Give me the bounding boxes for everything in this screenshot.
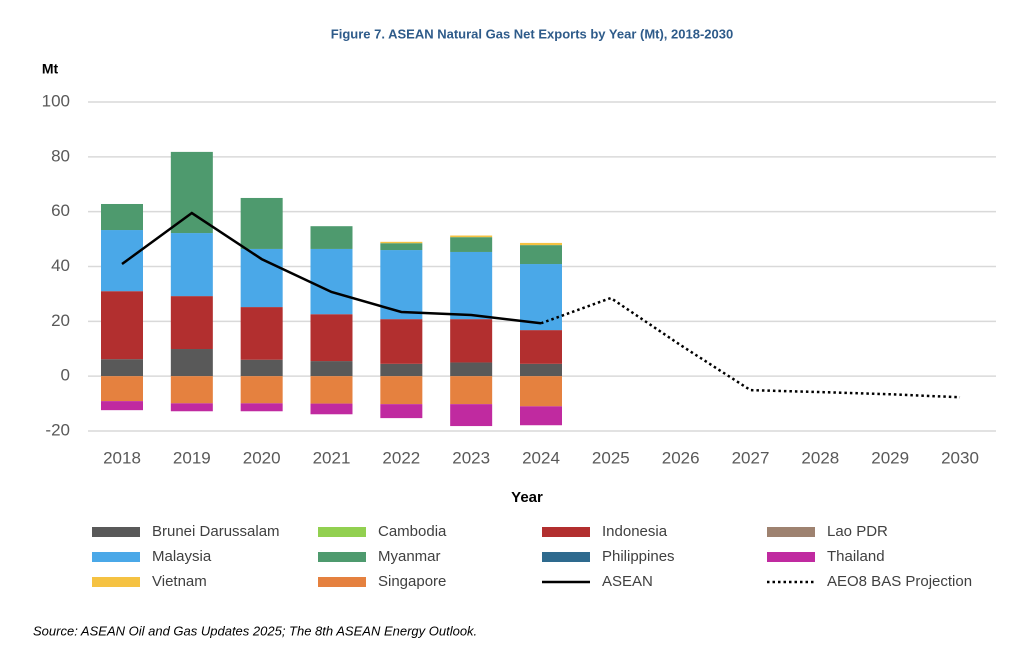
line-series: [540, 296, 961, 399]
y-tick-label: 0: [61, 366, 70, 385]
y-tick-label: 60: [51, 201, 70, 220]
bar-segment: [520, 406, 562, 426]
bar-segment: [310, 248, 353, 315]
x-tick-label: 2030: [941, 448, 979, 467]
bar-segment: [450, 319, 493, 363]
legend-label: Singapore: [378, 573, 446, 590]
x-tick-label: 2028: [801, 448, 839, 467]
legend-label: Brunei Darussalam: [152, 523, 280, 540]
bar-segment: [101, 203, 143, 231]
bar-segment: [101, 376, 143, 402]
legend-swatch: [542, 527, 590, 537]
x-tick-label: 2023: [452, 448, 490, 467]
x-axis-label: Year: [511, 489, 543, 506]
legend-swatch: [318, 577, 366, 587]
bar-segment: [170, 403, 213, 412]
bar-segment: [101, 291, 143, 360]
bar-segment: [310, 314, 353, 362]
legend-label: Myanmar: [378, 548, 441, 565]
bar-segment: [170, 349, 213, 377]
bar-segment: [520, 245, 562, 265]
legend-swatch: [767, 552, 815, 562]
x-tick-label: 2021: [313, 448, 351, 467]
bar-segment: [310, 403, 353, 415]
x-tick-label: 2027: [732, 448, 770, 467]
bar-segment: [170, 151, 213, 234]
bar-segment: [380, 363, 423, 377]
y-tick-label: 20: [51, 311, 70, 330]
legend-swatch: [318, 527, 366, 537]
source-note: Source: ASEAN Oil and Gas Updates 2025; …: [33, 623, 477, 638]
x-tick-label: 2029: [871, 448, 909, 467]
legend-label: Malaysia: [152, 548, 212, 565]
bar-segment: [101, 359, 143, 377]
bar-segment: [240, 197, 283, 249]
legend-label: Vietnam: [152, 573, 207, 590]
line-series: [121, 211, 542, 325]
bar-segment: [240, 359, 283, 377]
bar-segment: [450, 362, 493, 377]
legend-swatch: [92, 552, 140, 562]
bar-segment: [240, 403, 283, 412]
bar-segment: [380, 241, 423, 244]
bar-segment: [170, 376, 213, 404]
bar-segment: [380, 376, 423, 405]
x-tick-label: 2019: [173, 448, 211, 467]
y-axis-label: Mt: [42, 61, 59, 77]
x-tick-label: 2026: [662, 448, 700, 467]
legend-swatch: [92, 527, 140, 537]
legend-swatch: [318, 552, 366, 562]
bar-segment: [450, 404, 493, 427]
bar-segment: [101, 230, 143, 292]
bar-segment: [310, 226, 353, 249]
legend-label: ASEAN: [602, 573, 653, 590]
legend-label: Indonesia: [602, 523, 668, 540]
legend-swatch: [767, 527, 815, 537]
bar-segment: [380, 243, 423, 251]
bar-segment: [380, 404, 423, 419]
y-tick-label: -20: [45, 420, 70, 439]
bar-segment: [310, 361, 353, 377]
bar-segment: [450, 237, 493, 252]
legend-label: Cambodia: [378, 523, 447, 540]
bar-segment: [520, 330, 562, 364]
bar-segment: [520, 264, 562, 331]
bar-segment: [450, 235, 493, 238]
bar-segment: [520, 376, 562, 407]
legend-label: Philippines: [602, 548, 675, 565]
bar-segment: [450, 376, 493, 405]
x-tick-label: 2022: [382, 448, 420, 467]
legend-swatch: [542, 552, 590, 562]
bar-segment: [450, 251, 493, 320]
y-tick-label: 80: [51, 146, 70, 165]
bar-segment: [310, 376, 353, 404]
x-tick-label: 2024: [522, 448, 560, 467]
legend-label: AEO8 BAS Projection: [827, 573, 972, 590]
legend-swatch: [92, 577, 140, 587]
bar-segment: [240, 376, 283, 404]
y-tick-label: 40: [51, 256, 70, 275]
bar-segment: [101, 401, 143, 411]
chart-title: Figure 7. ASEAN Natural Gas Net Exports …: [331, 26, 733, 41]
y-tick-label: 100: [42, 91, 70, 110]
bar-segment: [380, 319, 423, 364]
x-tick-label: 2020: [243, 448, 281, 467]
legend-label: Thailand: [827, 548, 885, 565]
legend-label: Lao PDR: [827, 523, 888, 540]
bar-segment: [170, 296, 213, 350]
bar-segment: [240, 307, 283, 360]
bar-segment: [170, 233, 213, 297]
x-tick-label: 2018: [103, 448, 141, 467]
bar-segment: [520, 242, 562, 246]
bar-segment: [520, 363, 562, 377]
x-tick-label: 2025: [592, 448, 630, 467]
